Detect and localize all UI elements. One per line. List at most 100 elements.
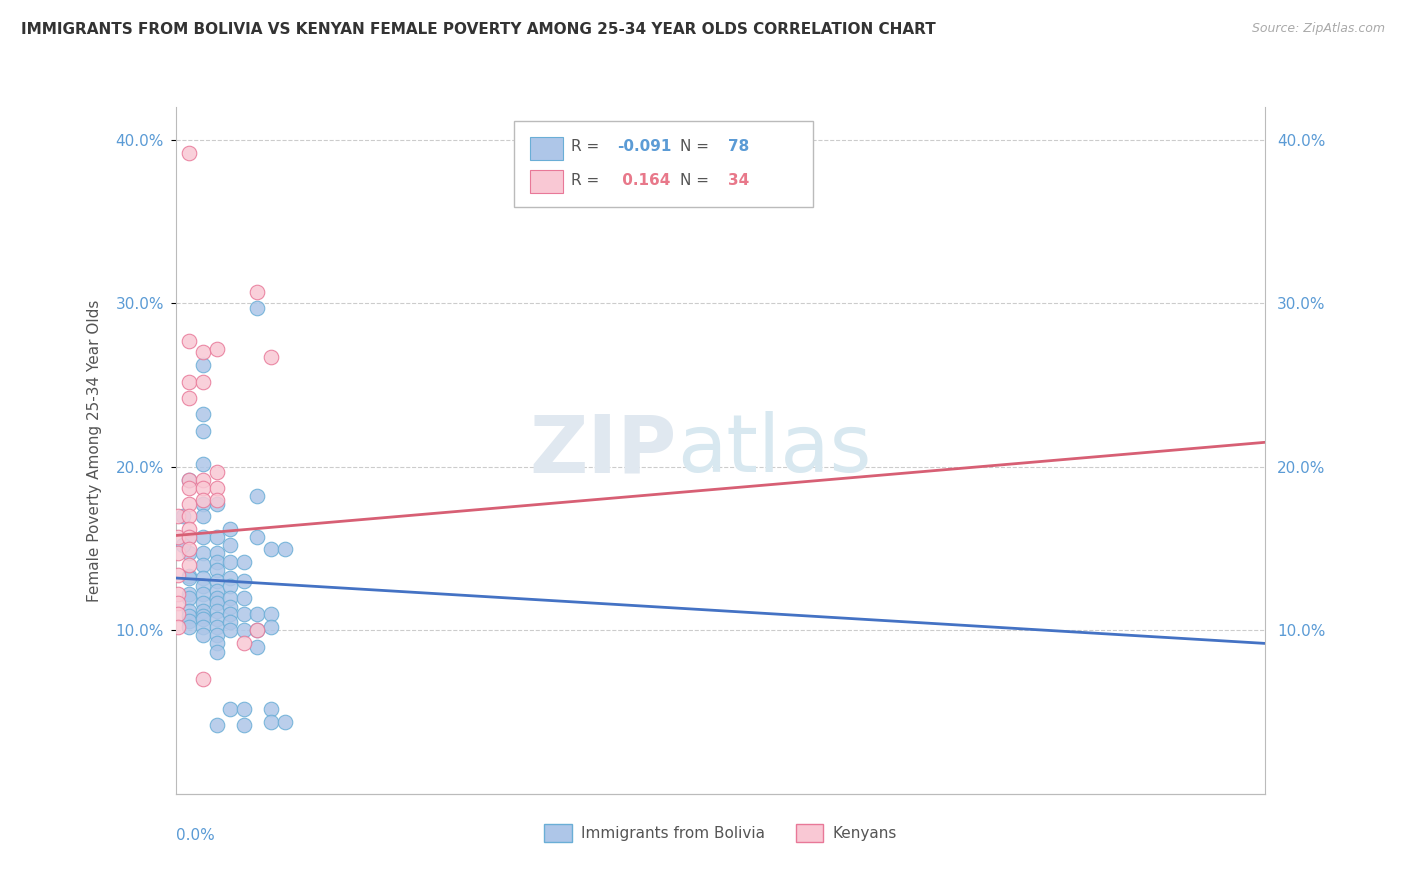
Point — [205, 620, 228, 634]
Point — [274, 714, 297, 729]
Point — [205, 530, 228, 544]
Point — [191, 612, 214, 626]
Point — [167, 596, 190, 610]
Point — [205, 584, 228, 599]
Point — [232, 718, 254, 732]
Point — [179, 614, 201, 628]
Point — [219, 571, 242, 585]
Point — [219, 600, 242, 615]
Text: 0.164: 0.164 — [617, 173, 671, 188]
FancyBboxPatch shape — [530, 169, 562, 193]
Text: R =: R = — [571, 173, 599, 188]
Point — [191, 457, 214, 471]
Point — [260, 620, 283, 634]
Point — [205, 596, 228, 610]
Point — [205, 481, 228, 495]
Point — [246, 607, 269, 621]
Point — [179, 530, 201, 544]
Point — [191, 546, 214, 561]
Point — [191, 596, 214, 610]
Point — [179, 498, 201, 512]
Point — [179, 541, 201, 556]
Text: -0.091: -0.091 — [617, 139, 672, 154]
Point — [191, 359, 214, 373]
Point — [179, 473, 201, 487]
Point — [205, 574, 228, 589]
Point — [219, 702, 242, 716]
Point — [232, 624, 254, 638]
Point — [260, 714, 283, 729]
Point — [246, 640, 269, 654]
Point — [179, 334, 201, 348]
Point — [219, 615, 242, 630]
Y-axis label: Female Poverty Among 25-34 Year Olds: Female Poverty Among 25-34 Year Olds — [87, 300, 101, 601]
Text: ZIP: ZIP — [530, 411, 678, 490]
Point — [205, 628, 228, 642]
Point — [191, 345, 214, 359]
Point — [179, 604, 201, 618]
Text: 0.0%: 0.0% — [176, 828, 215, 843]
Point — [167, 607, 190, 621]
Point — [191, 530, 214, 544]
Point — [205, 604, 228, 618]
Point — [179, 522, 201, 536]
Point — [179, 375, 201, 389]
Point — [205, 563, 228, 577]
Point — [205, 644, 228, 658]
Point — [205, 591, 228, 605]
Point — [191, 587, 214, 601]
Point — [191, 608, 214, 623]
Point — [167, 508, 190, 523]
Point — [179, 391, 201, 405]
Point — [232, 574, 254, 589]
Point — [167, 530, 190, 544]
Point — [260, 541, 283, 556]
Point — [179, 558, 201, 572]
Point — [246, 530, 269, 544]
Point — [191, 673, 214, 687]
Point — [191, 473, 214, 487]
Point — [191, 571, 214, 585]
Point — [260, 350, 283, 364]
Point — [205, 546, 228, 561]
Point — [205, 498, 228, 512]
Point — [191, 492, 214, 507]
Point — [232, 702, 254, 716]
Point — [191, 508, 214, 523]
Point — [246, 489, 269, 503]
Point — [260, 607, 283, 621]
Point — [191, 620, 214, 634]
FancyBboxPatch shape — [530, 136, 562, 160]
Point — [219, 607, 242, 621]
Point — [191, 604, 214, 618]
Point — [205, 342, 228, 356]
Point — [191, 375, 214, 389]
Point — [205, 718, 228, 732]
Point — [167, 567, 190, 582]
Point — [260, 702, 283, 716]
Point — [179, 620, 201, 634]
Point — [274, 541, 297, 556]
Text: 34: 34 — [728, 173, 749, 188]
Point — [191, 408, 214, 422]
Point — [179, 145, 201, 160]
Point — [246, 624, 269, 638]
Point — [191, 498, 214, 512]
Legend: Immigrants from Bolivia, Kenyans: Immigrants from Bolivia, Kenyans — [538, 818, 903, 848]
Point — [232, 591, 254, 605]
Point — [179, 608, 201, 623]
Point — [205, 612, 228, 626]
Point — [219, 555, 242, 569]
Point — [205, 492, 228, 507]
Point — [167, 546, 190, 561]
Text: N =: N = — [681, 139, 709, 154]
Text: IMMIGRANTS FROM BOLIVIA VS KENYAN FEMALE POVERTY AMONG 25-34 YEAR OLDS CORRELATI: IMMIGRANTS FROM BOLIVIA VS KENYAN FEMALE… — [21, 22, 936, 37]
Point — [246, 624, 269, 638]
Point — [191, 579, 214, 593]
Point — [205, 555, 228, 569]
FancyBboxPatch shape — [513, 120, 813, 207]
Point — [191, 481, 214, 495]
Point — [219, 579, 242, 593]
Point — [191, 424, 214, 438]
Point — [219, 538, 242, 552]
